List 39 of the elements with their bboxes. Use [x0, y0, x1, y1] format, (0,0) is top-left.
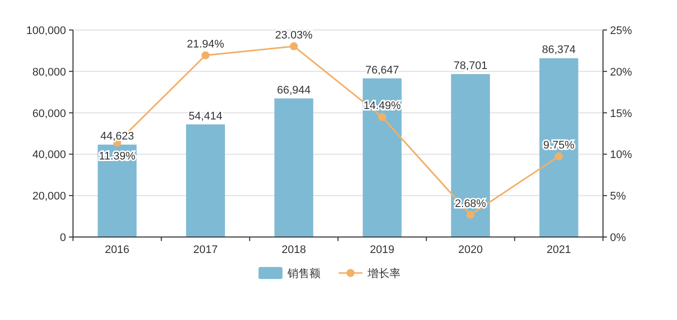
- y2-tick-label: 0%: [610, 232, 626, 244]
- y2-tick-label: 15%: [610, 108, 632, 120]
- bar: [274, 98, 314, 237]
- data-label: 54,414: [188, 110, 222, 122]
- data-label: 86,374: [542, 44, 576, 56]
- bar: [451, 74, 490, 237]
- x-tick-label: 2016: [104, 244, 130, 256]
- point: [378, 113, 386, 122]
- legend-label: 销售额: [286, 267, 320, 280]
- y2-tick-label: 25%: [610, 25, 632, 37]
- y2-tick-label: 20%: [610, 66, 632, 78]
- y2-tick-label: 10%: [610, 149, 632, 162]
- y-tick-label: 60,000: [32, 108, 66, 120]
- data-label: 76,647: [365, 64, 399, 76]
- y-tick-label: 40,000: [32, 149, 66, 162]
- point: [466, 210, 474, 219]
- data-label: 66,944: [277, 84, 311, 96]
- y-tick-label: 80,000: [32, 66, 66, 78]
- data-label: 9.75%: [543, 139, 575, 152]
- x-tick-label: 2020: [458, 244, 483, 256]
- bar: [186, 124, 225, 237]
- data-label: 11.39%: [98, 150, 136, 163]
- point: [202, 51, 210, 60]
- x-tick-label: 2018: [282, 244, 306, 256]
- bar: [539, 58, 578, 237]
- data-label: 23.03%: [275, 29, 313, 42]
- data-label: 21.94%: [186, 38, 224, 50]
- data-label: 78,701: [454, 60, 488, 72]
- point: [290, 42, 298, 50]
- y-tick-label: 100,000: [26, 25, 66, 37]
- x-tick-label: 2019: [370, 244, 394, 256]
- x-tick-label: 2017: [193, 244, 218, 256]
- x-tick-label: 2021: [546, 244, 572, 256]
- y-tick-label: 20,000: [32, 190, 66, 203]
- bar: [362, 78, 402, 237]
- y2-tick-label: 5%: [610, 190, 626, 203]
- legend-label: 增长率: [366, 267, 400, 280]
- point: [554, 152, 563, 160]
- y-tick-label: 0: [60, 232, 66, 244]
